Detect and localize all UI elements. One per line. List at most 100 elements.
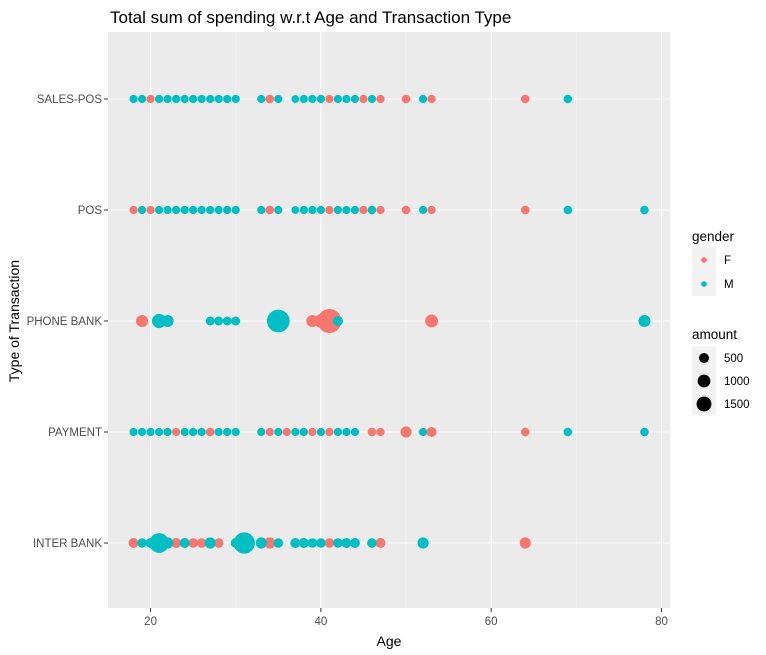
data-point [264, 537, 276, 549]
data-point [376, 205, 385, 215]
data-point [180, 427, 189, 437]
data-point [418, 427, 428, 437]
legend-key-M [701, 281, 707, 287]
data-point [129, 427, 138, 437]
y-tick-label: PAYMENT [48, 427, 102, 439]
data-point [359, 94, 368, 104]
data-point [274, 427, 283, 437]
data-point [204, 537, 216, 549]
data-point [197, 94, 206, 104]
plot-panel [108, 32, 670, 608]
data-point [291, 427, 300, 437]
data-point [231, 94, 240, 104]
legend-label-amount: 1000 [724, 376, 750, 388]
data-point [333, 94, 343, 104]
data-point [146, 427, 155, 437]
data-point [171, 537, 182, 549]
data-point [222, 316, 232, 326]
data-point [359, 205, 368, 215]
data-point [349, 537, 360, 549]
data-point [171, 427, 181, 437]
data-point [316, 94, 326, 104]
data-point [274, 205, 283, 215]
data-point [350, 427, 360, 437]
data-point [367, 538, 377, 548]
data-point [308, 205, 317, 215]
data-point [563, 94, 573, 104]
data-point [367, 94, 377, 104]
data-point [316, 538, 326, 548]
data-point [197, 427, 206, 437]
data-point [282, 427, 291, 437]
data-point [255, 537, 267, 549]
data-point [418, 205, 428, 215]
data-point [205, 427, 215, 437]
y-axis-title: Type of Transaction [6, 260, 22, 382]
data-point [519, 537, 531, 549]
data-point [151, 313, 167, 329]
legend-label-amount: 1500 [724, 399, 750, 411]
data-point [137, 427, 147, 437]
data-point [401, 94, 411, 104]
legend-label-F: F [724, 255, 731, 267]
data-point [333, 205, 343, 215]
data-point [213, 538, 224, 548]
data-point [417, 537, 429, 549]
data-point [290, 537, 301, 549]
data-point [316, 205, 326, 215]
data-point [257, 94, 266, 104]
data-point [307, 538, 318, 548]
data-point [206, 94, 215, 104]
legend-label-M: M [724, 279, 734, 291]
data-point [316, 427, 326, 437]
y-tick-label: PHONE BANK [27, 316, 103, 328]
data-point [189, 427, 198, 437]
data-point [189, 205, 198, 215]
data-point [640, 427, 649, 437]
data-point [325, 205, 334, 215]
legend-gender: gender FM [692, 229, 735, 296]
data-point [308, 94, 317, 104]
data-point [154, 427, 164, 437]
data-point [520, 427, 530, 437]
data-point [223, 205, 232, 215]
data-point [317, 309, 342, 333]
data-point [265, 427, 274, 437]
data-point [563, 205, 573, 215]
data-point [299, 205, 308, 215]
data-point [171, 94, 181, 104]
data-point [367, 427, 377, 437]
data-point [299, 427, 308, 437]
data-point [233, 532, 255, 554]
data-point [214, 205, 223, 215]
data-point [205, 316, 215, 326]
data-point [325, 94, 334, 104]
data-point [427, 94, 436, 104]
data-point [342, 427, 351, 437]
y-tick-label: INTER BANK [33, 538, 102, 550]
x-tick-label: 40 [314, 616, 327, 628]
data-point [418, 94, 428, 104]
data-point [426, 426, 437, 438]
data-point [146, 205, 155, 215]
data-point [332, 315, 343, 327]
x-axis-title: Age [377, 633, 402, 649]
data-point [231, 427, 240, 437]
data-point [640, 205, 649, 215]
data-point [273, 538, 284, 548]
data-point [171, 205, 181, 215]
data-point [137, 205, 147, 215]
data-point [425, 314, 439, 328]
legend-key-F [701, 257, 707, 263]
data-point [350, 94, 360, 104]
x-tick-label: 20 [144, 616, 157, 628]
data-point [129, 94, 138, 104]
data-point [163, 205, 172, 215]
data-point [149, 533, 169, 553]
data-point [180, 94, 189, 104]
data-point [179, 537, 190, 549]
chart-title: Total sum of spending w.r.t Age and Tran… [110, 8, 511, 27]
x-tick-label: 60 [485, 616, 498, 628]
data-point [214, 316, 224, 326]
